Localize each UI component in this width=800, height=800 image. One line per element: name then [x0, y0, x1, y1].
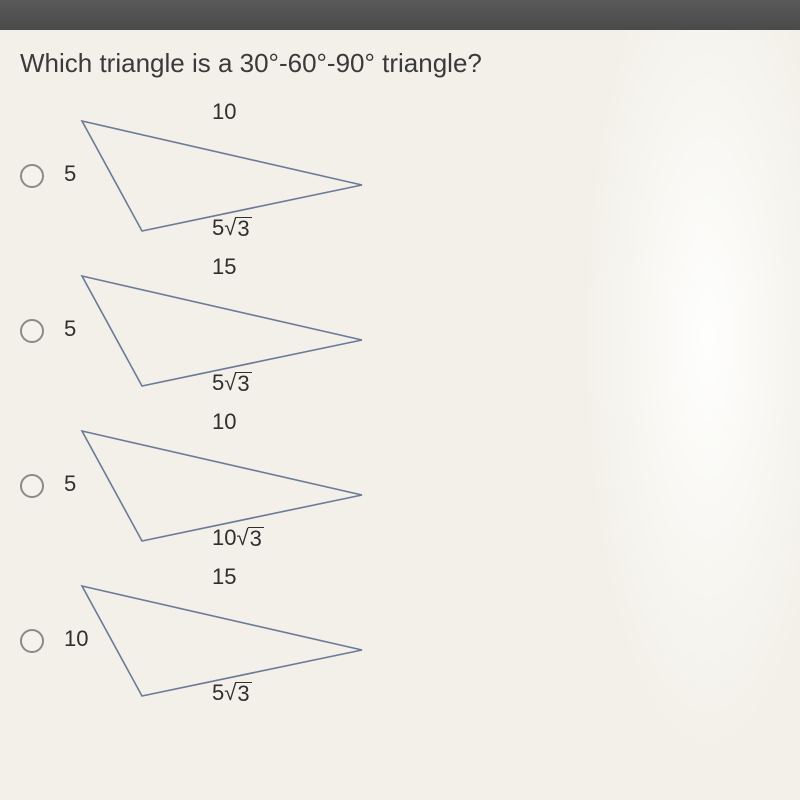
hypotenuse-label: 10	[212, 99, 236, 125]
bottom-side-label: 10√3	[212, 525, 264, 551]
bottom-side-label: 5√3	[212, 680, 252, 706]
bottom-side-label: 5√3	[212, 370, 252, 396]
triangle-figure: 15105√3	[62, 568, 382, 713]
sqrt-icon: √3	[224, 372, 251, 395]
triangle-figure: 1555√3	[62, 258, 382, 403]
option-row: 10510√3	[20, 413, 780, 558]
radio-option-1[interactable]	[20, 164, 44, 188]
triangle-figure: 10510√3	[62, 413, 382, 558]
worksheet-page: Which triangle is a 30°-60°-90° triangle…	[0, 30, 800, 800]
sqrt-icon: √3	[236, 527, 263, 550]
sqrt-icon: √3	[224, 682, 251, 705]
left-side-label: 5	[64, 316, 76, 342]
hypotenuse-label: 10	[212, 409, 236, 435]
option-row: 1555√3	[20, 258, 780, 403]
option-row: 1055√3	[20, 103, 780, 248]
hypotenuse-label: 15	[212, 564, 236, 590]
left-side-label: 5	[64, 161, 76, 187]
left-side-label: 10	[64, 626, 88, 652]
question-text: Which triangle is a 30°-60°-90° triangle…	[20, 48, 780, 79]
hypotenuse-label: 15	[212, 254, 236, 280]
left-side-label: 5	[64, 471, 76, 497]
radio-option-4[interactable]	[20, 629, 44, 653]
triangle-figure: 1055√3	[62, 103, 382, 248]
options-container: 1055√31555√310510√315105√3	[20, 103, 780, 713]
option-row: 15105√3	[20, 568, 780, 713]
radio-option-2[interactable]	[20, 319, 44, 343]
radio-option-3[interactable]	[20, 474, 44, 498]
sqrt-icon: √3	[224, 217, 251, 240]
window-top-bar	[0, 0, 800, 30]
bottom-side-label: 5√3	[212, 215, 252, 241]
